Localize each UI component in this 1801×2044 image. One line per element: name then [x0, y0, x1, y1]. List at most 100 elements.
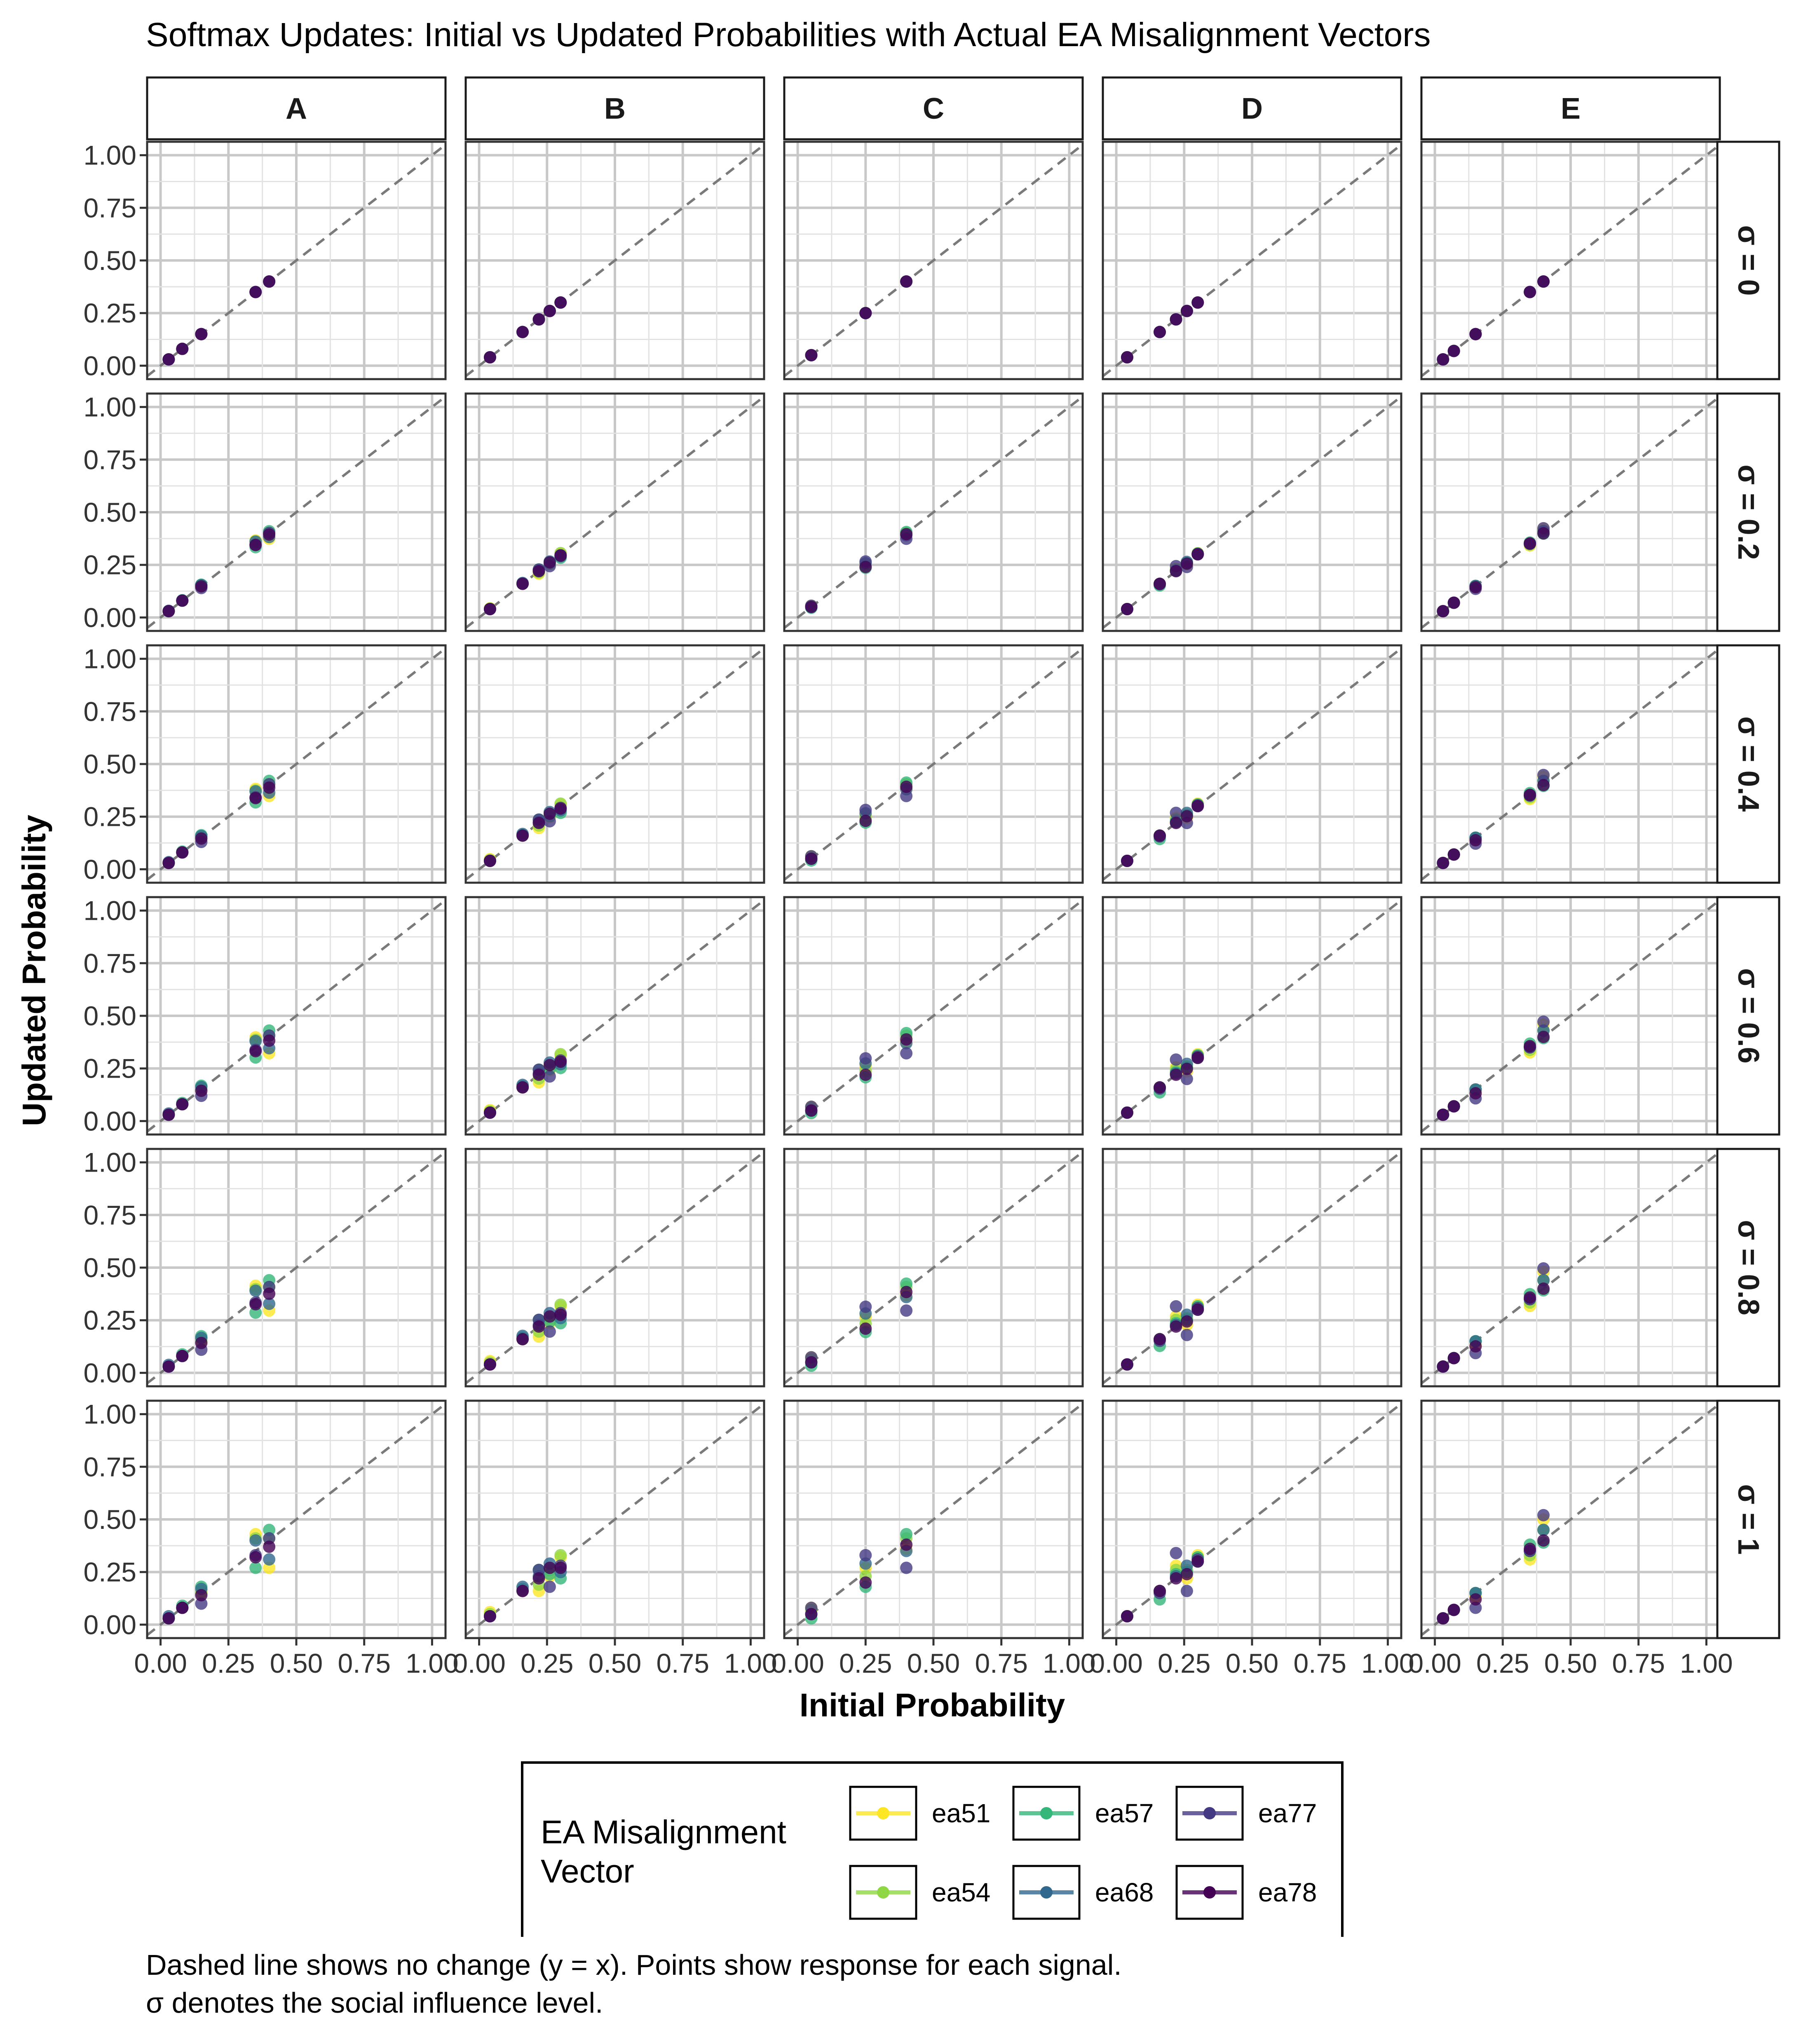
caption-line-2: σ denotes the social influence level.	[146, 1987, 603, 2019]
data-point-ea77	[1537, 1509, 1550, 1521]
reference-line-group	[784, 899, 1083, 1133]
reference-line-y-equals-x	[147, 1151, 446, 1385]
x-tick-label: 0.00	[1408, 1648, 1461, 1678]
data-point-ea78	[162, 857, 175, 870]
reference-line-y-equals-x	[147, 1402, 446, 1636]
y-tick-label: 0.25	[84, 1557, 136, 1587]
data-point-ea78	[1537, 527, 1550, 540]
data-point-ea78	[1524, 1542, 1536, 1555]
data-point-ea78	[1191, 1555, 1204, 1568]
data-point-ea78	[900, 781, 913, 793]
reference-line-y-equals-x	[1103, 1402, 1401, 1636]
reference-line-y-equals-x	[784, 1151, 1083, 1385]
data-point-ea78	[1170, 1069, 1182, 1081]
reference-line-y-equals-x	[466, 647, 764, 881]
reference-line-group	[466, 1402, 764, 1636]
x-tick-label: 0.50	[589, 1648, 641, 1678]
data-point-ea77	[1537, 769, 1550, 781]
data-point-ea78	[162, 1612, 175, 1625]
data-point-ea78	[1180, 1568, 1193, 1580]
panel-border	[464, 141, 765, 380]
reference-line-y-equals-x	[1103, 395, 1401, 629]
reference-line-y-equals-x	[784, 395, 1083, 629]
legend-label: ea78	[1258, 1878, 1317, 1907]
facet-panels	[146, 141, 1721, 1639]
points-D-3	[1121, 1048, 1204, 1119]
strip-label-row: σ = 0.4	[1732, 716, 1765, 811]
legend-entry-ea57: ea57	[1012, 1786, 1154, 1841]
data-point-ea78	[1153, 577, 1166, 590]
strip-box	[1716, 392, 1780, 632]
data-point-ea78	[176, 1098, 189, 1111]
data-point-ea78	[1524, 1040, 1536, 1052]
data-point-ea78	[162, 353, 175, 366]
x-axis-title: Initial Probability	[800, 1687, 1065, 1723]
data-point-ea78	[249, 1298, 262, 1310]
data-point-ea78	[900, 1286, 913, 1299]
data-point-ea78	[1153, 1585, 1166, 1597]
data-point-ea78	[1180, 1315, 1193, 1328]
data-point-ea78	[554, 802, 567, 815]
facet-panel-A-1	[146, 392, 447, 632]
y-tick-label: 0.00	[84, 1609, 136, 1640]
legend-title-line: Vector	[541, 1853, 634, 1889]
data-point-ea78	[1191, 1052, 1204, 1064]
data-point-ea78	[1191, 548, 1204, 561]
points-B-4	[483, 1298, 567, 1371]
points-E-4	[1437, 1262, 1550, 1373]
data-point-ea78	[1469, 1593, 1482, 1606]
data-point-ea78	[554, 1308, 567, 1321]
data-point-ea77	[900, 790, 913, 802]
points-C-0	[805, 275, 913, 361]
reference-line-y-equals-x	[1421, 647, 1720, 881]
strip-box	[1716, 896, 1780, 1136]
data-point-ea78	[162, 605, 175, 618]
reference-line-group	[147, 395, 446, 629]
data-point-ea78	[195, 1336, 208, 1349]
y-tick-label: 0.00	[84, 602, 136, 633]
panel-border	[783, 644, 1084, 884]
y-tick-label: 1.00	[84, 1147, 136, 1178]
reference-line-y-equals-x	[1103, 143, 1401, 377]
data-point-ea78	[1437, 857, 1449, 870]
strip-column-D: D	[1102, 76, 1402, 141]
strip-label-column: D	[1241, 92, 1263, 125]
reference-line-group	[466, 899, 764, 1133]
data-point-ea78	[805, 1104, 818, 1117]
data-point-ea78	[1524, 537, 1536, 550]
x-tick-label: 0.25	[1158, 1648, 1210, 1678]
reference-line-group	[466, 143, 764, 377]
strip-label-column: E	[1561, 92, 1581, 125]
data-point-ea78	[516, 577, 529, 590]
strip-label-row: σ = 0.2	[1732, 464, 1765, 560]
data-point-ea78	[1121, 602, 1133, 615]
data-point-ea77	[859, 1052, 872, 1065]
y-tick-label: 1.00	[84, 895, 136, 926]
facet-panel-D-0	[1102, 141, 1402, 380]
y-tick-label: 0.00	[84, 854, 136, 884]
reference-line-y-equals-x	[1103, 647, 1401, 881]
reference-line-y-equals-x	[1421, 395, 1720, 629]
data-point-ea78	[263, 1540, 276, 1553]
reference-line-y-equals-x	[1421, 143, 1720, 377]
facet-panel-B-3	[464, 896, 765, 1136]
data-point-ea78	[1447, 1603, 1460, 1616]
points-A-5	[162, 1524, 276, 1625]
y-tick-label: 0.50	[84, 749, 136, 779]
y-tick-label: 0.50	[84, 245, 136, 276]
reference-line-group	[1103, 143, 1401, 377]
panel-border	[783, 896, 1084, 1136]
x-tick-label: 1.00	[1680, 1648, 1733, 1678]
points-A-1	[162, 525, 276, 618]
reference-line-group	[784, 647, 1083, 881]
y-tick-label: 0.25	[84, 1305, 136, 1336]
axes: 0.000.250.500.751.000.000.250.500.751.00…	[84, 140, 1733, 1678]
x-tick-label: 0.00	[771, 1648, 824, 1678]
data-point-ea78	[554, 549, 567, 562]
points-C-4	[805, 1277, 913, 1372]
reference-line-group	[147, 1151, 446, 1385]
y-axis-title: Updated Probability	[16, 815, 52, 1126]
data-point-ea78	[263, 275, 276, 288]
legend-entry-ea51: ea51	[849, 1786, 990, 1841]
data-point-ea78	[1121, 854, 1133, 867]
